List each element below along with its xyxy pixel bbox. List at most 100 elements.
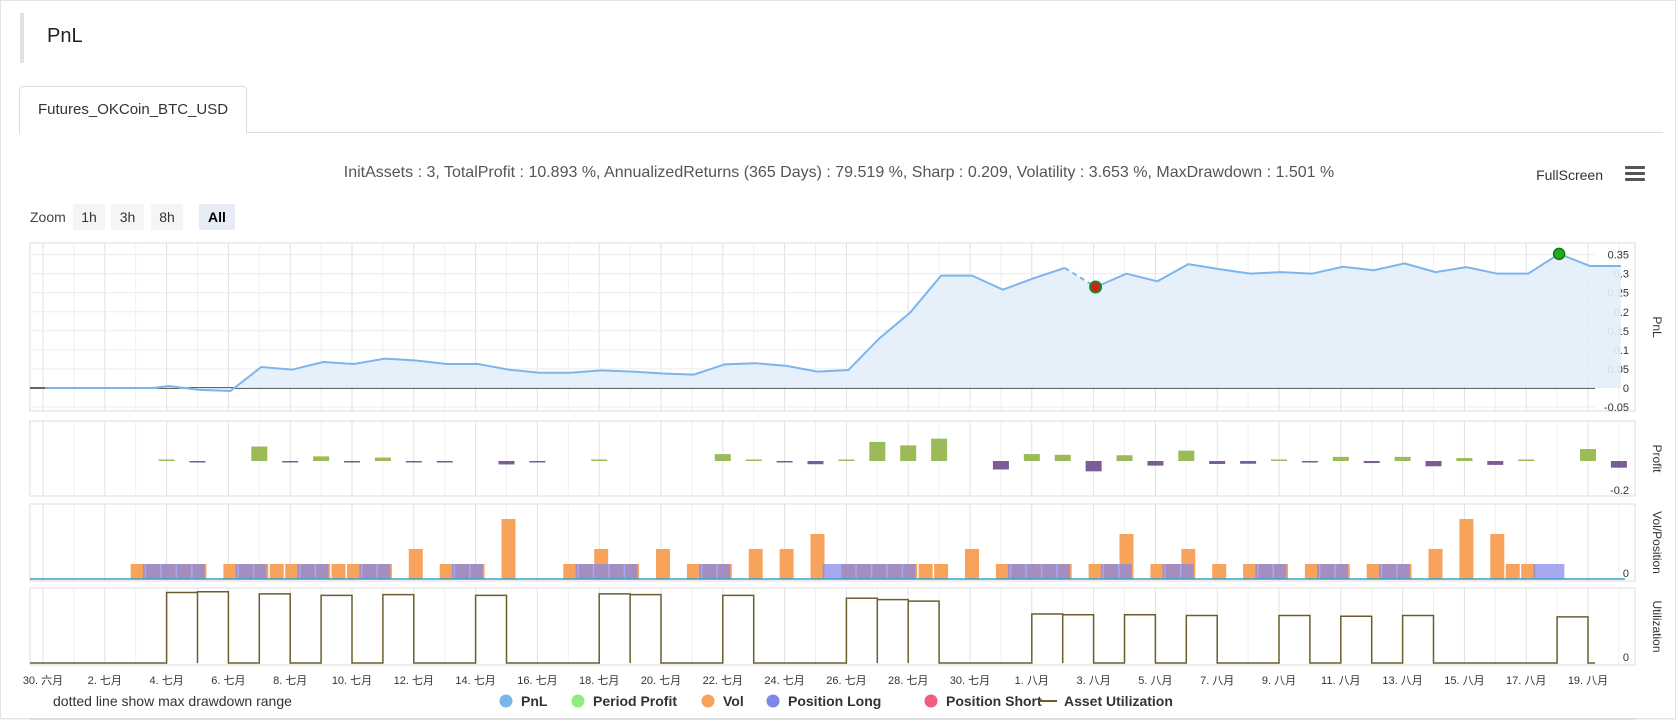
- profit-bar: [529, 461, 546, 463]
- zoom-1h-button[interactable]: 1h: [73, 204, 105, 230]
- x-tick-label: 24. 七月: [764, 674, 804, 687]
- x-tick-label: 26. 七月: [826, 674, 866, 687]
- position-long-bar: [359, 564, 391, 579]
- legend-symbol-circle: [571, 694, 585, 708]
- vol-bar: [686, 564, 701, 579]
- profit-bar: [1580, 449, 1596, 461]
- vol-bar: [779, 549, 794, 579]
- vol-bar: [810, 534, 825, 579]
- profit-bar: [869, 441, 886, 461]
- x-tick-label: 15. 八月: [1444, 675, 1484, 687]
- vol-bar: [1366, 564, 1381, 579]
- legend-item[interactable]: Period Profit: [571, 693, 678, 709]
- legend-symbol-circle: [924, 694, 938, 708]
- drawdown-low-marker: [1089, 280, 1103, 294]
- y-axis-label-utilization: Utilization: [1650, 600, 1664, 652]
- x-tick-label: 28. 七月: [888, 674, 928, 687]
- profit-bar: [776, 461, 793, 463]
- zoom-3h-button[interactable]: 3h: [111, 204, 144, 230]
- fullscreen-button[interactable]: FullScreen: [1536, 167, 1603, 183]
- x-tick-label: 30. 六月: [23, 674, 63, 687]
- x-tick-label: 12. 七月: [394, 674, 434, 687]
- vol-bar: [965, 549, 979, 579]
- vol-bar: [1243, 564, 1258, 579]
- vol-bar: [1212, 564, 1227, 579]
- y-axis-label-vol-position: Vol/Position: [1650, 511, 1664, 574]
- legend-label: Position Short: [946, 693, 1042, 709]
- profit-bar: [1456, 458, 1473, 461]
- legend-item[interactable]: Asset Utilization: [1039, 693, 1173, 709]
- profit-bar: [436, 461, 453, 463]
- vol-bar: [1490, 534, 1505, 579]
- profit-bar: [344, 461, 360, 463]
- x-tick-label: 13. 八月: [1382, 675, 1422, 687]
- position-long-bar: [575, 564, 638, 579]
- profit-bar: [1240, 461, 1257, 464]
- vol-bar: [269, 564, 284, 579]
- position-long-bar: [1162, 564, 1194, 579]
- position-long-bar: [297, 564, 329, 579]
- y-axis-label-profit: Profit: [1650, 444, 1664, 473]
- tab-futures-okcoin-btc-usd[interactable]: Futures_OKCoin_BTC_USD: [19, 86, 248, 134]
- vol-bar: [130, 564, 145, 579]
- vol-bar: [408, 549, 423, 579]
- vol-bar: [285, 564, 300, 579]
- legend-symbol-circle: [499, 694, 513, 708]
- zoom-8h-button[interactable]: 8h: [151, 204, 183, 230]
- vol-bar: [1459, 519, 1474, 579]
- x-tick-label: 9. 八月: [1262, 675, 1296, 687]
- legend-item[interactable]: PnL: [499, 693, 548, 709]
- legend-symbol-circle: [766, 694, 780, 708]
- profit-bar: [807, 461, 824, 465]
- x-tick-label: 19. 八月: [1568, 675, 1608, 687]
- position-long-bar: [1008, 564, 1070, 579]
- page-header: PnL: [20, 13, 1660, 63]
- legend-label: PnL: [521, 693, 548, 709]
- profit-bar: [1363, 461, 1380, 464]
- x-tick-label: 8. 七月: [273, 674, 307, 687]
- position-long-bar: [1255, 564, 1287, 579]
- page-title: PnL: [47, 25, 83, 47]
- zoom-all-button[interactable]: All: [199, 204, 235, 230]
- y-tick-label: -0.05: [1604, 402, 1629, 414]
- x-tick-label: 6. 七月: [211, 674, 245, 687]
- max-pnl-marker: [1552, 247, 1566, 261]
- panel-frame: [29, 242, 1636, 412]
- x-tick-label: 11. 八月: [1321, 675, 1361, 687]
- x-tick-label: 5. 八月: [1138, 675, 1172, 687]
- panel-frame: [29, 587, 1636, 666]
- x-tick-label: 1. 八月: [1015, 675, 1049, 687]
- x-tick-label: 20. 七月: [641, 674, 681, 687]
- profit-bar: [498, 461, 515, 465]
- hamburger-menu-icon[interactable]: [1625, 166, 1647, 184]
- profit-bar: [1023, 454, 1040, 461]
- profit-bar: [1301, 461, 1318, 463]
- panel-frame: [29, 503, 1636, 582]
- stats-summary: InitAssets : 3, TotalProfit : 10.893 %, …: [343, 164, 1335, 181]
- position-long-bar: [1317, 564, 1349, 579]
- vol-bar: [439, 564, 454, 579]
- profit-bar: [1116, 455, 1133, 461]
- x-tick-label: 4. 七月: [149, 674, 183, 687]
- x-tick-label: 10. 七月: [332, 674, 372, 687]
- profit-bar: [405, 461, 422, 463]
- y-tick-label: 0: [1623, 568, 1629, 580]
- profit-bar: [1271, 459, 1287, 461]
- vol-bar: [1521, 564, 1536, 579]
- asset-utilization-line: [30, 590, 1595, 664]
- profit-bar: [1085, 461, 1102, 472]
- vol-bar: [934, 564, 949, 579]
- profit-bar: [992, 461, 1009, 470]
- x-tick-label: 7. 八月: [1200, 675, 1234, 687]
- legend-item[interactable]: Vol: [701, 693, 744, 709]
- profit-bar: [931, 438, 948, 461]
- legend-item[interactable]: Position Short: [924, 693, 1043, 709]
- x-tick-label: 3. 八月: [1076, 675, 1110, 687]
- vol-bar: [1088, 564, 1103, 579]
- legend-item[interactable]: Position Long: [766, 693, 882, 709]
- x-tick-label: 14. 七月: [455, 674, 495, 687]
- profit-bar: [1487, 461, 1504, 465]
- vol-bar: [1428, 549, 1443, 579]
- profit-bar: [158, 459, 175, 461]
